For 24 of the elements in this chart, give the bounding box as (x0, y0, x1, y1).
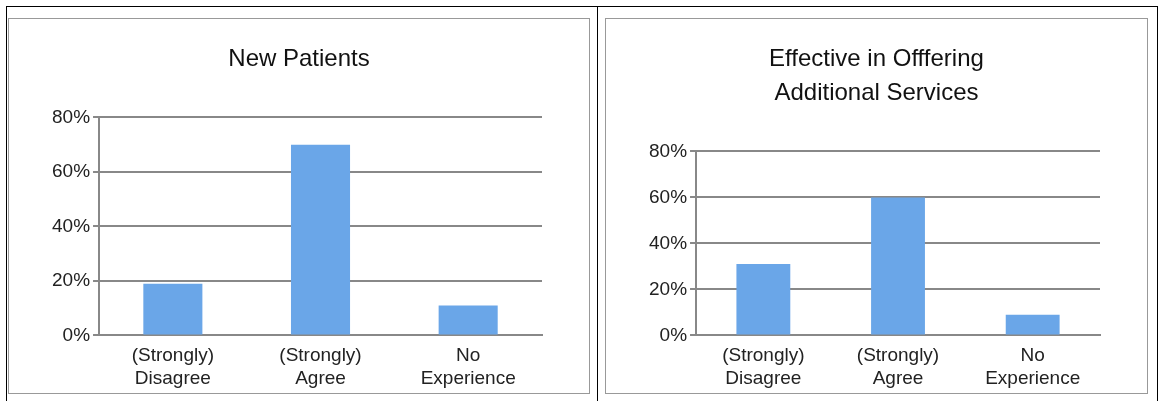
y-tick-label: 80% (52, 105, 91, 127)
bar (871, 197, 925, 335)
x-tick-label: No Experience (985, 344, 1081, 388)
y-tick-label: 20% (649, 277, 688, 299)
y-tick-label: 0% (62, 323, 91, 345)
x-tick-label: (Strongly) Agree (856, 344, 940, 388)
x-tick-label: (Strongly) Agree (279, 344, 362, 388)
x-tick-label: No Experience (420, 344, 516, 388)
y-tick-label: 60% (649, 185, 688, 207)
y-tick-label: 60% (52, 160, 91, 182)
bar (438, 305, 498, 335)
bar (290, 144, 351, 335)
y-tick-label: 40% (649, 231, 688, 253)
chart-title: New Patients (227, 43, 371, 73)
x-tick-label: (Strongly) Disagree (722, 344, 805, 388)
x-tick-label: (Strongly) Disagree (131, 344, 215, 388)
y-tick-label: 40% (52, 214, 91, 236)
chart-title: Effective in Offfering Additional Services (768, 43, 985, 107)
y-tick-label: 0% (659, 323, 688, 345)
y-tick-label: 80% (649, 139, 688, 161)
bar (143, 283, 203, 335)
bar (1005, 314, 1060, 335)
bar (736, 264, 791, 335)
y-tick-label: 20% (52, 269, 91, 291)
